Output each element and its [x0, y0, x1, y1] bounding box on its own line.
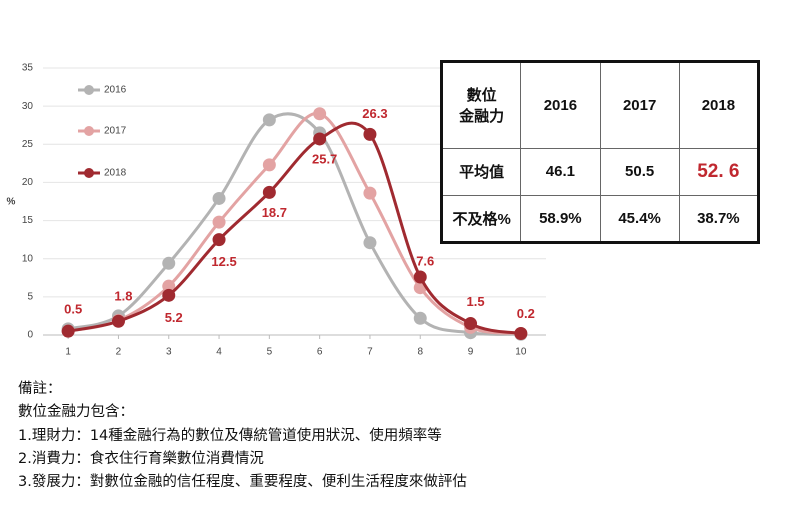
- data-label: 7.6: [416, 253, 434, 268]
- x-tick-label: 1: [65, 347, 71, 358]
- point: [313, 107, 327, 121]
- data-label: 1.8: [114, 289, 132, 304]
- legend-label: 2017: [104, 126, 127, 137]
- notes: 備註： 數位金融力包含： 1.理財力：14種金融行為的數位及傳統管道使用狀況、使用頻…: [18, 378, 467, 494]
- table-row: 不及格% 58.9% 45.4% 38.7%: [440, 194, 760, 244]
- point: [262, 185, 276, 199]
- table-cell: 50.5: [599, 147, 680, 196]
- point: [413, 270, 427, 284]
- legend-marker: [84, 85, 94, 95]
- point: [413, 311, 427, 325]
- data-label: 5.2: [165, 310, 183, 325]
- table-header-row: 數位 金融力 2016 2017 2018: [440, 61, 760, 149]
- legend-marker: [84, 126, 94, 136]
- series-line: [67, 121, 522, 335]
- header-cell: 2018: [678, 61, 760, 149]
- x-tick-label: 6: [317, 347, 323, 358]
- y-tick-label: 35: [22, 63, 34, 74]
- point: [212, 191, 226, 205]
- header-cell: 數位 金融力: [440, 61, 522, 149]
- point: [313, 132, 327, 146]
- point: [162, 256, 176, 270]
- table-cell: 45.4%: [599, 194, 680, 244]
- x-tick-label: 7: [367, 347, 373, 358]
- point: [212, 233, 226, 247]
- legend-marker: [84, 168, 94, 178]
- y-tick-label: 20: [22, 177, 34, 188]
- point: [61, 324, 75, 338]
- x-tick-label: 3: [166, 347, 172, 358]
- header-cell: 2016: [520, 61, 601, 149]
- summary-table: 數位 金融力 2016 2017 2018 平均值 46.1 50.5 52. 6 不及格% 58…: [440, 60, 760, 244]
- data-label: 18.7: [262, 205, 287, 220]
- table-cell: 46.1: [520, 147, 601, 196]
- point: [212, 215, 226, 229]
- table-cell: 不及格%: [440, 194, 522, 244]
- x-tick-label: 5: [267, 347, 273, 358]
- table-cell: 38.7%: [678, 194, 760, 244]
- y-axis-label: %: [7, 197, 16, 208]
- point: [162, 288, 176, 302]
- y-tick-label: 30: [22, 101, 34, 112]
- table-row: 平均值 46.1 50.5 52. 6: [440, 147, 760, 196]
- note-line: 數位金融力包含：: [18, 404, 134, 421]
- point: [262, 113, 276, 127]
- note-line: 3.發展力：對數位金融的信任程度、重要程度、便利生活程度來做評估: [18, 474, 467, 491]
- x-tick-label: 4: [216, 347, 222, 358]
- legend-label: 2016: [104, 85, 127, 96]
- data-label: 25.7: [312, 151, 337, 166]
- table-cell: 平均值: [440, 147, 522, 196]
- point: [111, 314, 125, 328]
- x-tick-label: 10: [515, 347, 527, 358]
- point: [162, 279, 176, 293]
- series-line: [67, 112, 521, 336]
- x-tick-label: 2: [116, 347, 122, 358]
- data-label: 12.5: [211, 254, 236, 269]
- table-cell: 52. 6: [678, 147, 760, 196]
- x-tick-label: 9: [468, 347, 474, 358]
- point: [464, 317, 478, 331]
- data-label: 26.3: [362, 106, 387, 121]
- point: [363, 127, 377, 141]
- y-tick-label: 5: [27, 291, 33, 302]
- y-tick-label: 0: [27, 330, 33, 341]
- note-line: 1.理財力：14種金融行為的數位及傳統管道使用狀況、使用頻率等: [18, 427, 442, 444]
- y-tick-label: 25: [22, 139, 34, 150]
- y-tick-label: 10: [22, 253, 34, 264]
- data-label: 1.5: [467, 294, 485, 309]
- point: [514, 326, 528, 340]
- series-line: [67, 112, 522, 335]
- x-tick-label: 8: [417, 347, 423, 358]
- table-cell: 58.9%: [520, 194, 601, 244]
- point: [363, 186, 377, 200]
- header-cell: 2017: [599, 61, 680, 149]
- y-tick-label: 15: [22, 215, 34, 226]
- point: [262, 158, 276, 172]
- point: [363, 236, 377, 250]
- note-line: 2.消費力：食衣住行育樂數位消費情況: [18, 450, 264, 467]
- data-label: 0.5: [64, 302, 82, 317]
- data-label: 0.2: [517, 306, 535, 321]
- note-line: 備註：: [18, 381, 62, 397]
- legend-label: 2018: [104, 168, 127, 179]
